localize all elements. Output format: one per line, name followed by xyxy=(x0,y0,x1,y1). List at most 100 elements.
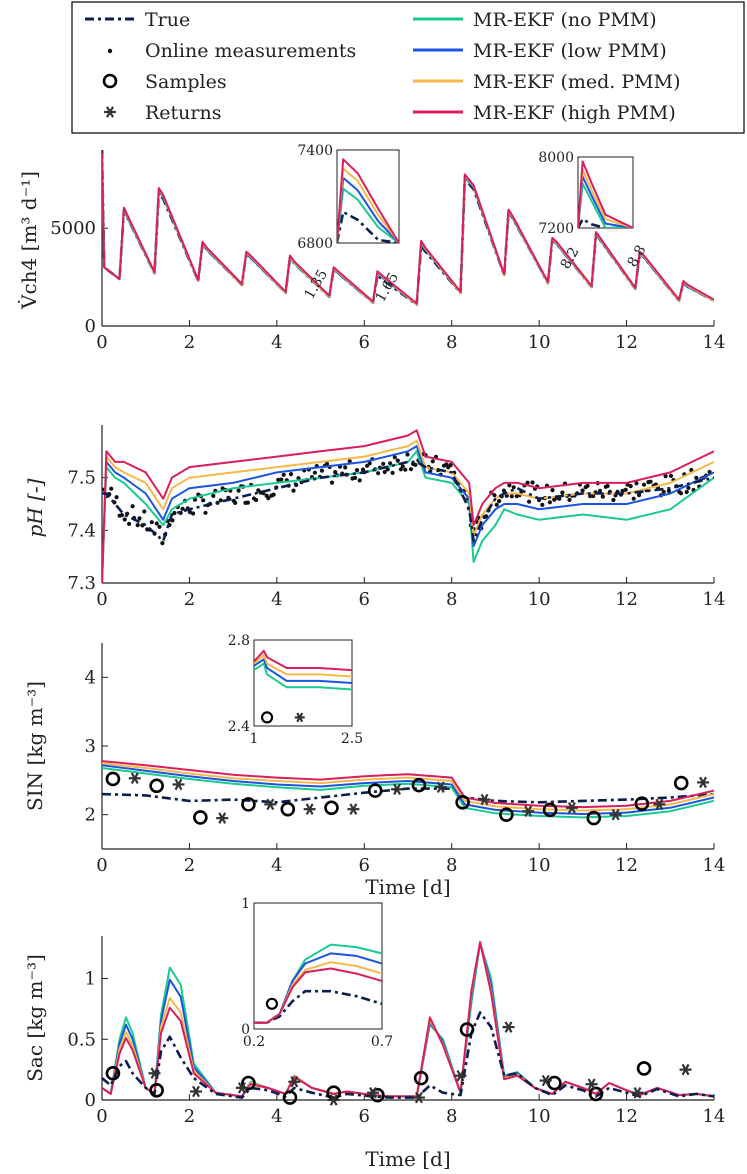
sac-ytick-label: 0.5 xyxy=(67,1029,96,1050)
panel-ph: 0 2 4 6 8 10 12 14 7.3 7.4 7.5 pH [-] xyxy=(23,425,725,610)
ch4-2-inset-line-true xyxy=(578,217,633,228)
sin-inset-xtick-label: 2.5 xyxy=(341,731,363,747)
online-measurement-dot xyxy=(591,493,596,499)
online-measurement-dot xyxy=(504,493,509,498)
sin-ylabel: SIN [kg m⁻³] xyxy=(23,681,47,811)
sac-return-marker-stroke xyxy=(237,1082,246,1094)
sac-xtick-label: 10 xyxy=(528,1106,551,1127)
ch4-xtick-label: 12 xyxy=(615,332,638,353)
legend-label-returns: Returns xyxy=(145,102,222,124)
online-measurement-dot xyxy=(122,517,127,522)
online-measurement-dot xyxy=(641,482,647,487)
online-measurement-dot xyxy=(678,491,684,496)
sac-ytick-label: 0 xyxy=(85,1090,96,1111)
online-measurement-dot xyxy=(400,464,405,469)
sac-return-marker xyxy=(148,1067,161,1080)
sac-return-marker-stroke xyxy=(192,1085,200,1098)
online-measurement-dot xyxy=(525,480,530,485)
online-measurement-dot xyxy=(329,480,335,485)
online-measurement-dot xyxy=(494,502,499,507)
sin-xlabel: Time [d] xyxy=(365,875,450,899)
sin-return-marker xyxy=(434,781,447,793)
sac-sample-marker xyxy=(547,1075,562,1091)
sin-line-mr-ekf-high-pmm xyxy=(102,760,714,809)
ph-xtick-label: 2 xyxy=(184,589,195,610)
ph-line-mr-ekf-high-pmm xyxy=(102,429,714,583)
ph-xtick-label: 10 xyxy=(528,589,551,610)
sin-line-true xyxy=(102,787,714,804)
online-measurement-dot xyxy=(211,493,216,498)
ch4-ytick-label: 5000 xyxy=(50,218,96,239)
online-measurement-dot xyxy=(492,493,497,498)
sin-line-mr-ekf-no-pmm xyxy=(102,767,714,819)
ph-line-mr-ekf-med-pmm xyxy=(102,439,714,583)
online-measurement-dot xyxy=(668,473,674,478)
ch4-ytick-label: 0 xyxy=(85,316,96,337)
online-measurement-dot xyxy=(109,486,114,491)
online-measurement-dot xyxy=(119,513,124,518)
online-measurement-dot xyxy=(382,469,387,475)
sin-sample-marker xyxy=(499,807,514,822)
sin-return-marker-stroke xyxy=(480,793,489,806)
online-measurement-dot xyxy=(288,472,294,477)
online-measurement-dot xyxy=(127,521,132,527)
sin-inset-line-mr-ekf-low-pmm xyxy=(254,658,352,684)
ch4-line-mr-ekf-high-pmm xyxy=(102,153,714,305)
sac-sample-marker xyxy=(636,1061,652,1076)
sac-return-marker-stroke xyxy=(504,1021,513,1033)
online-measurement-dot xyxy=(636,493,642,498)
sin-return-marker xyxy=(347,803,360,815)
sac-return-marker xyxy=(412,1091,425,1104)
online-measurement-dot xyxy=(201,498,206,503)
sin-line-mr-ekf-med-pmm xyxy=(102,762,714,812)
sin-line-mr-ekf-low-pmm xyxy=(102,764,714,815)
online-measurement-dot xyxy=(661,489,666,494)
sac-ytick-label: 1 xyxy=(85,969,96,990)
legend-label-samples: Samples xyxy=(145,71,227,93)
legend: True Online measurements Samples Returns MR-… xyxy=(71,1,745,134)
sac-xtick-label: 2 xyxy=(184,1106,195,1127)
sin-xtick-label: 10 xyxy=(528,855,551,876)
ch4-annotation: 8.8 xyxy=(625,243,650,270)
online-measurement-dot xyxy=(684,489,689,495)
online-measurement-dot xyxy=(527,499,532,504)
sac-inset-ytick-label: 1 xyxy=(241,896,250,912)
sac-inset-line-mr-ekf-high-pmm xyxy=(254,967,382,1024)
ch4-1-inset-line-true xyxy=(337,210,399,243)
online-measurement-dot xyxy=(353,475,358,480)
sac-sample-marker xyxy=(105,1065,121,1081)
sac-return-marker xyxy=(631,1086,644,1099)
ph-xtick-label: 12 xyxy=(615,589,638,610)
panel-sin: 0 2 4 6 8 10 12 14 2 3 4 SIN [kg m⁻³] Time [d] 2.4 2.8… xyxy=(23,633,725,899)
sac-inset-sample-marker xyxy=(265,997,279,1010)
online-measurement-dot xyxy=(501,488,506,493)
ch4-1-inset-ytick-label: 7400 xyxy=(297,143,333,159)
sac-xtick-label: 8 xyxy=(446,1106,457,1127)
online-measurement-dot xyxy=(192,497,198,502)
ch4-xtick-label: 14 xyxy=(703,332,726,353)
online-measurement-dot xyxy=(430,459,435,464)
online-measurement-dot xyxy=(218,498,223,503)
sin-inset-return-marker-stroke xyxy=(296,712,304,723)
online-measurement-dot xyxy=(291,488,296,493)
online-measurement-dot xyxy=(233,500,238,505)
online-measurement-dot xyxy=(343,465,348,470)
online-measurement-dot xyxy=(142,509,147,514)
online-measurement-dot xyxy=(137,516,142,521)
online-measurement-dot xyxy=(550,488,555,493)
online-measurement-dot xyxy=(448,463,453,468)
sin-inset-line-mr-ekf-high-pmm xyxy=(254,649,352,672)
online-measurement-dot xyxy=(333,470,338,475)
ph-xtick-label: 6 xyxy=(359,589,370,610)
sin-return-marker xyxy=(653,798,666,811)
online-measurement-dot xyxy=(388,461,393,466)
online-measurement-dot xyxy=(319,468,324,473)
sin-return-marker-stroke xyxy=(218,812,227,824)
online-measurement-dot xyxy=(312,470,317,475)
ch4-2-inset-ytick-label: 8000 xyxy=(538,150,574,166)
sac-xlabel: Time [d] xyxy=(365,1147,450,1171)
sac-return-marker-stroke xyxy=(681,1063,690,1076)
sin-return-marker-stroke xyxy=(567,802,576,814)
sin-inset-return-marker xyxy=(294,712,305,723)
sac-return-marker-stroke xyxy=(150,1067,159,1080)
